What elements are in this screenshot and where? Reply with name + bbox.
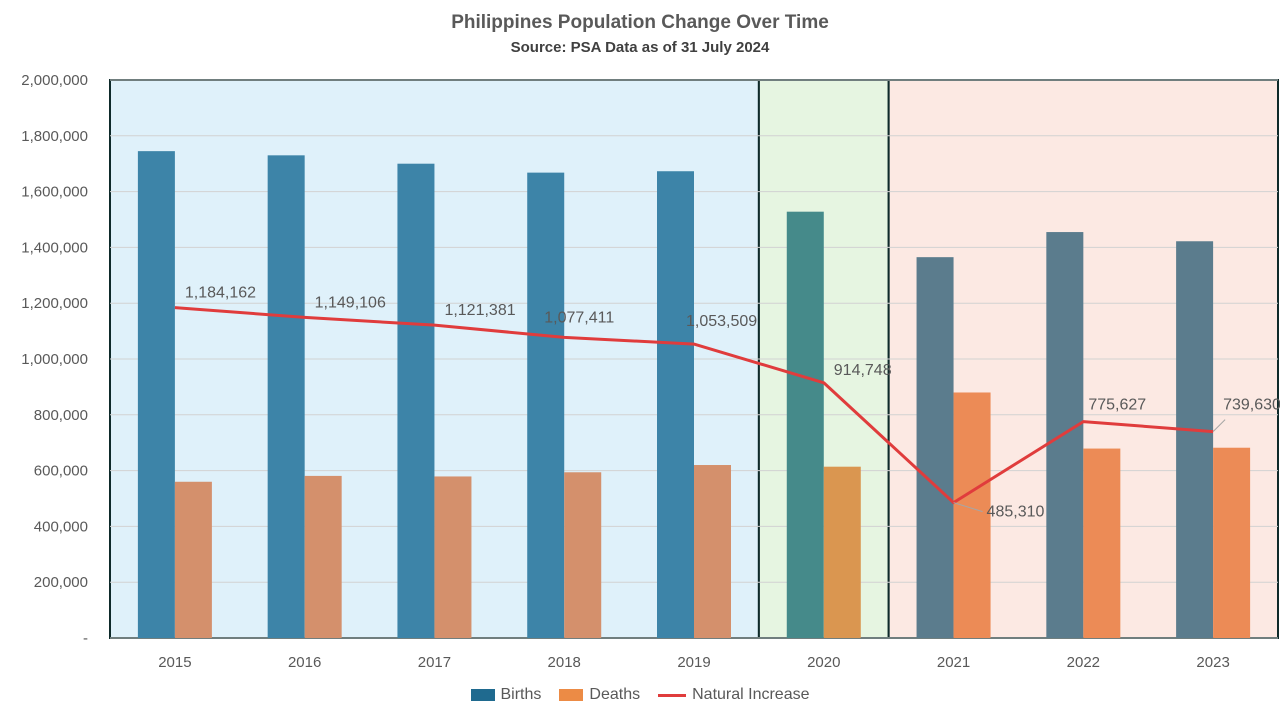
y-tick-label: 1,200,000 [21,295,88,312]
natural-increase-line [174,306,1214,505]
legend: Births Deaths Natural Increase [0,686,1280,704]
births-bar-2022 [1046,232,1084,638]
legend-label-deaths: Deaths [589,686,641,703]
chart-subtitle: Source: PSA Data as of 31 July 2024 [510,39,770,56]
x-tick-label: 2016 [288,654,321,671]
legend-swatch-births [470,689,495,701]
births-bar-2023 [1176,241,1214,638]
births-bar-2015 [137,151,175,638]
deaths-bar-2019 [694,465,731,638]
x-tick-label: 2017 [418,654,451,671]
x-tick-label: 2020 [807,654,840,671]
natural-increase-data-label: 1,149,106 [315,294,386,311]
x-tick-label: 2019 [677,654,710,671]
y-tick-label: 600,000 [34,463,88,480]
chart-title: Philippines Population Change Over Time [451,12,829,33]
deaths-bar-2021 [953,392,991,638]
data-label-leader [953,502,983,513]
data-label-leader [1212,419,1226,432]
deaths-bar-2015 [174,481,212,638]
legend-swatch-natural-increase [658,693,687,697]
births-bar-2019 [657,171,694,638]
natural-increase-data-label: 1,121,381 [444,302,515,319]
x-tick-label: 2018 [548,654,581,671]
deaths-bar-2016 [304,475,342,638]
y-tick-label: 400,000 [34,518,88,535]
deaths-bar-2023 [1213,447,1251,638]
x-tick-label: 2015 [158,654,191,671]
x-tick-label: 2023 [1196,654,1229,671]
births-bar-2018 [527,172,565,639]
deaths-bar-2020 [823,466,861,638]
y-tick-label: 1,600,000 [21,184,88,201]
y-tick-label: 1,400,000 [21,239,88,256]
natural-increase-data-label: 485,310 [987,504,1045,521]
y-tick-label: 1,000,000 [21,351,88,368]
births-bar-2017 [397,163,435,638]
y-tick-label: 200,000 [34,574,88,591]
natural-increase-data-label: 775,627 [1088,397,1146,414]
legend-item-births[interactable]: Births [470,686,542,704]
deaths-bar-2017 [434,476,472,638]
natural-increase-data-label: 1,184,162 [185,285,256,302]
natural-increase-data-label: 1,077,411 [544,309,614,326]
deaths-bar-2018 [564,472,602,638]
natural-increase-data-label: 914,748 [834,362,892,379]
natural-increase-data-label: 1,053,509 [686,313,757,330]
x-tick-label: 2022 [1067,654,1100,671]
deaths-bar-2022 [1083,448,1121,638]
legend-label-births: Births [500,686,542,703]
x-tick-label: 2021 [937,654,970,671]
y-tick-label: - [83,630,88,647]
y-tick-label: 2,000,000 [21,72,88,89]
births-bar-2020 [786,211,824,639]
legend-item-natural-increase[interactable]: Natural Increase [658,686,810,704]
legend-label-natural-increase: Natural Increase [692,686,810,703]
births-bar-2016 [267,155,305,638]
births-bar-2021 [916,257,954,638]
y-tick-label: 1,800,000 [21,128,88,145]
natural-increase-data-label: 739,630 [1223,397,1280,414]
legend-item-deaths[interactable]: Deaths [559,686,640,704]
legend-swatch-deaths [559,689,584,701]
y-tick-label: 800,000 [34,407,88,424]
